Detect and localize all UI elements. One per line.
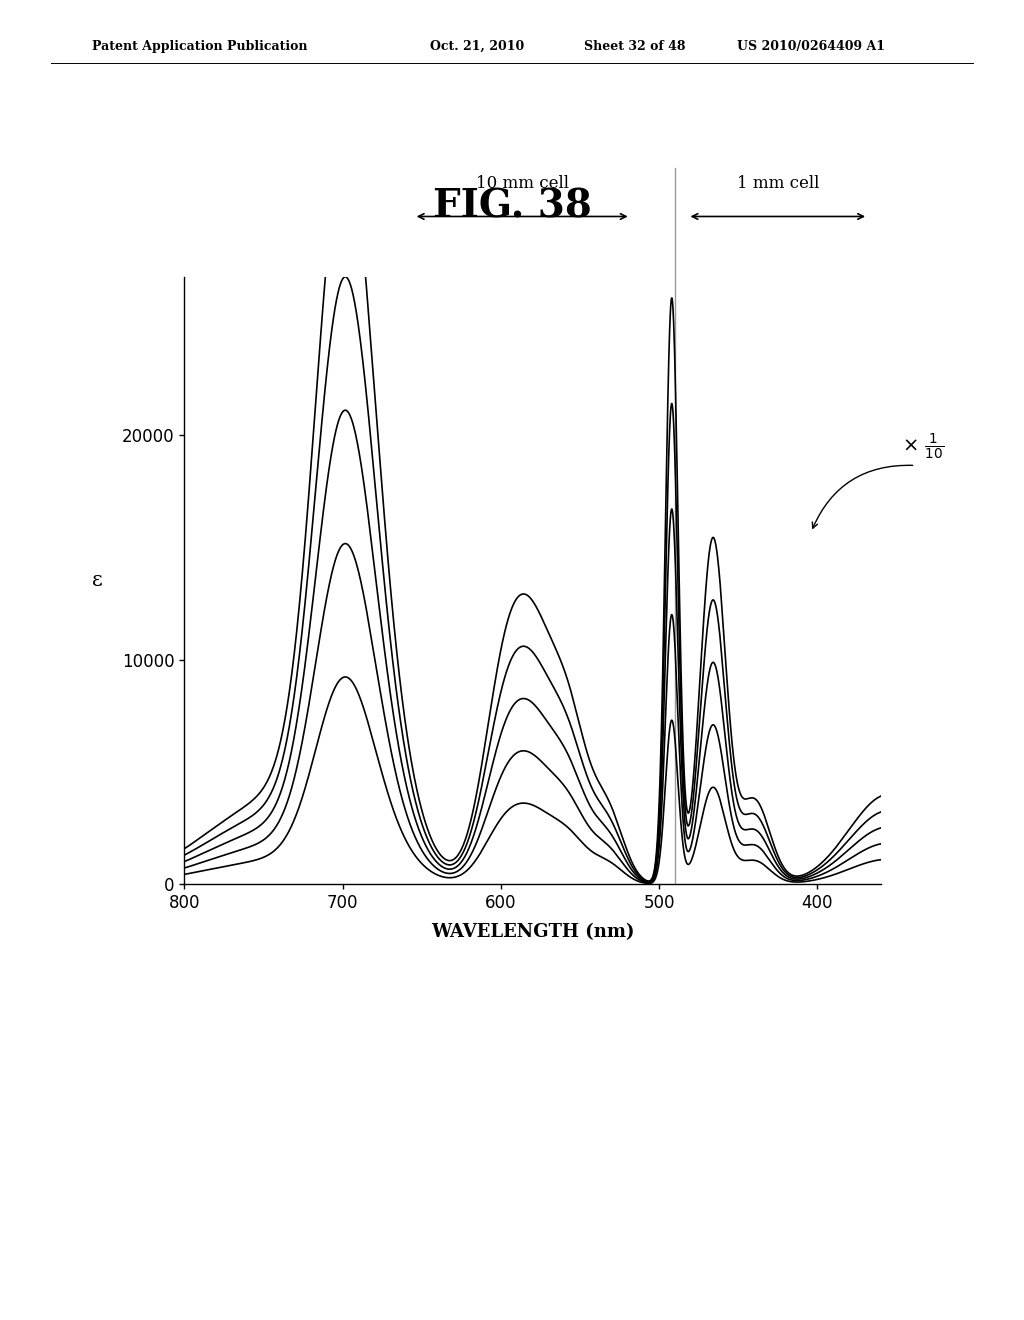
- Text: FIG. 38: FIG. 38: [432, 187, 592, 226]
- Text: $\times\ \frac{1}{10}$: $\times\ \frac{1}{10}$: [901, 432, 943, 462]
- Text: US 2010/0264409 A1: US 2010/0264409 A1: [737, 40, 886, 53]
- X-axis label: WAVELENGTH (nm): WAVELENGTH (nm): [431, 923, 634, 941]
- Text: 10 mm cell: 10 mm cell: [476, 176, 568, 193]
- Text: Patent Application Publication: Patent Application Publication: [92, 40, 307, 53]
- Text: 1 mm cell: 1 mm cell: [736, 176, 819, 193]
- Y-axis label: ε: ε: [91, 572, 102, 590]
- Text: Sheet 32 of 48: Sheet 32 of 48: [584, 40, 685, 53]
- Text: Oct. 21, 2010: Oct. 21, 2010: [430, 40, 524, 53]
